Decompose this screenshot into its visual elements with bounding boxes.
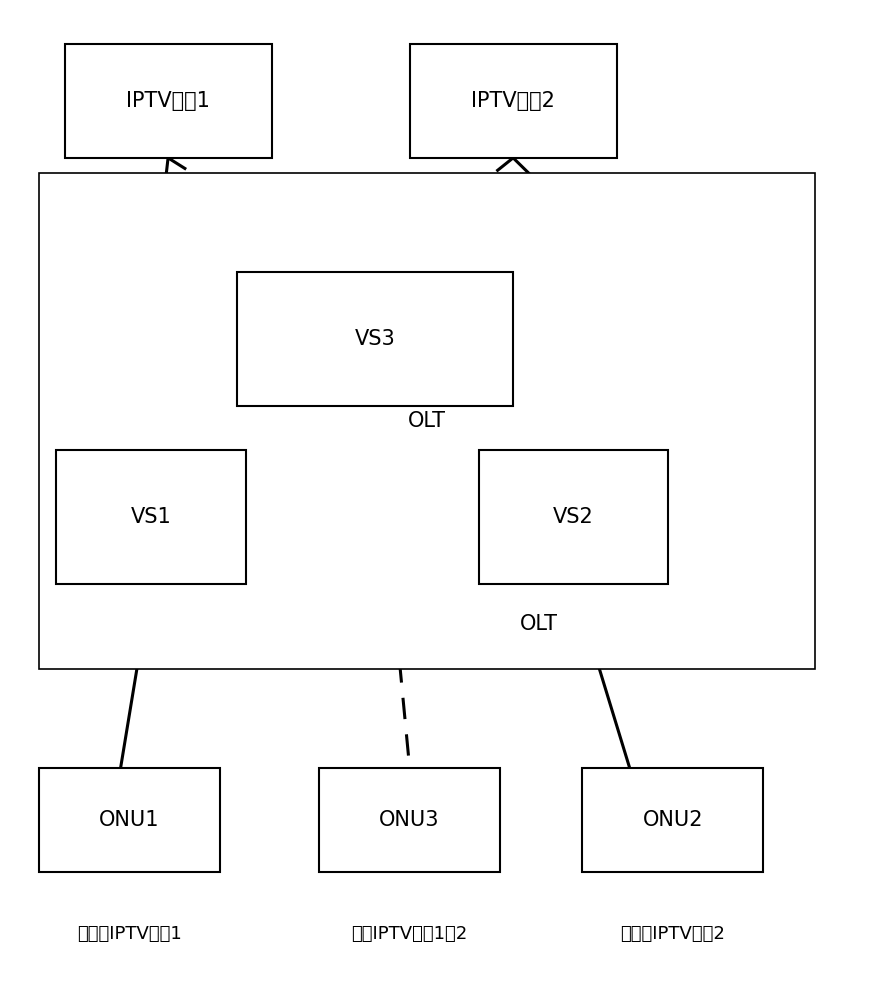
Bar bbox=[64, 44, 272, 158]
Text: OLT: OLT bbox=[408, 411, 446, 431]
Text: ONU2: ONU2 bbox=[643, 810, 703, 830]
Text: IPTV平台2: IPTV平台2 bbox=[471, 91, 555, 111]
Text: 仅订阅IPTV平台2: 仅订阅IPTV平台2 bbox=[620, 925, 726, 943]
Bar bbox=[38, 173, 815, 669]
Text: VS3: VS3 bbox=[354, 329, 395, 349]
Bar bbox=[479, 450, 668, 584]
Bar bbox=[319, 768, 500, 872]
Text: ONU3: ONU3 bbox=[380, 810, 440, 830]
Text: VS2: VS2 bbox=[553, 507, 594, 527]
Bar bbox=[38, 768, 219, 872]
Bar bbox=[582, 768, 763, 872]
Text: OLT: OLT bbox=[520, 614, 558, 634]
Text: ONU1: ONU1 bbox=[99, 810, 159, 830]
Text: 仅订阅IPTV平台1: 仅订阅IPTV平台1 bbox=[77, 925, 182, 943]
Bar bbox=[56, 450, 246, 584]
Bar bbox=[237, 272, 513, 406]
Bar bbox=[409, 44, 617, 158]
Text: VS1: VS1 bbox=[131, 507, 172, 527]
Text: IPTV平台1: IPTV平台1 bbox=[126, 91, 210, 111]
Text: 订阅IPTV平台1和2: 订阅IPTV平台1和2 bbox=[352, 925, 468, 943]
